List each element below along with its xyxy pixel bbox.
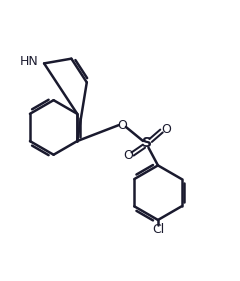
Text: S: S [142, 136, 152, 150]
Text: Cl: Cl [152, 223, 164, 236]
Text: HN: HN [19, 55, 38, 67]
Text: O: O [117, 119, 127, 132]
Text: O: O [161, 123, 171, 136]
Text: O: O [123, 149, 133, 162]
